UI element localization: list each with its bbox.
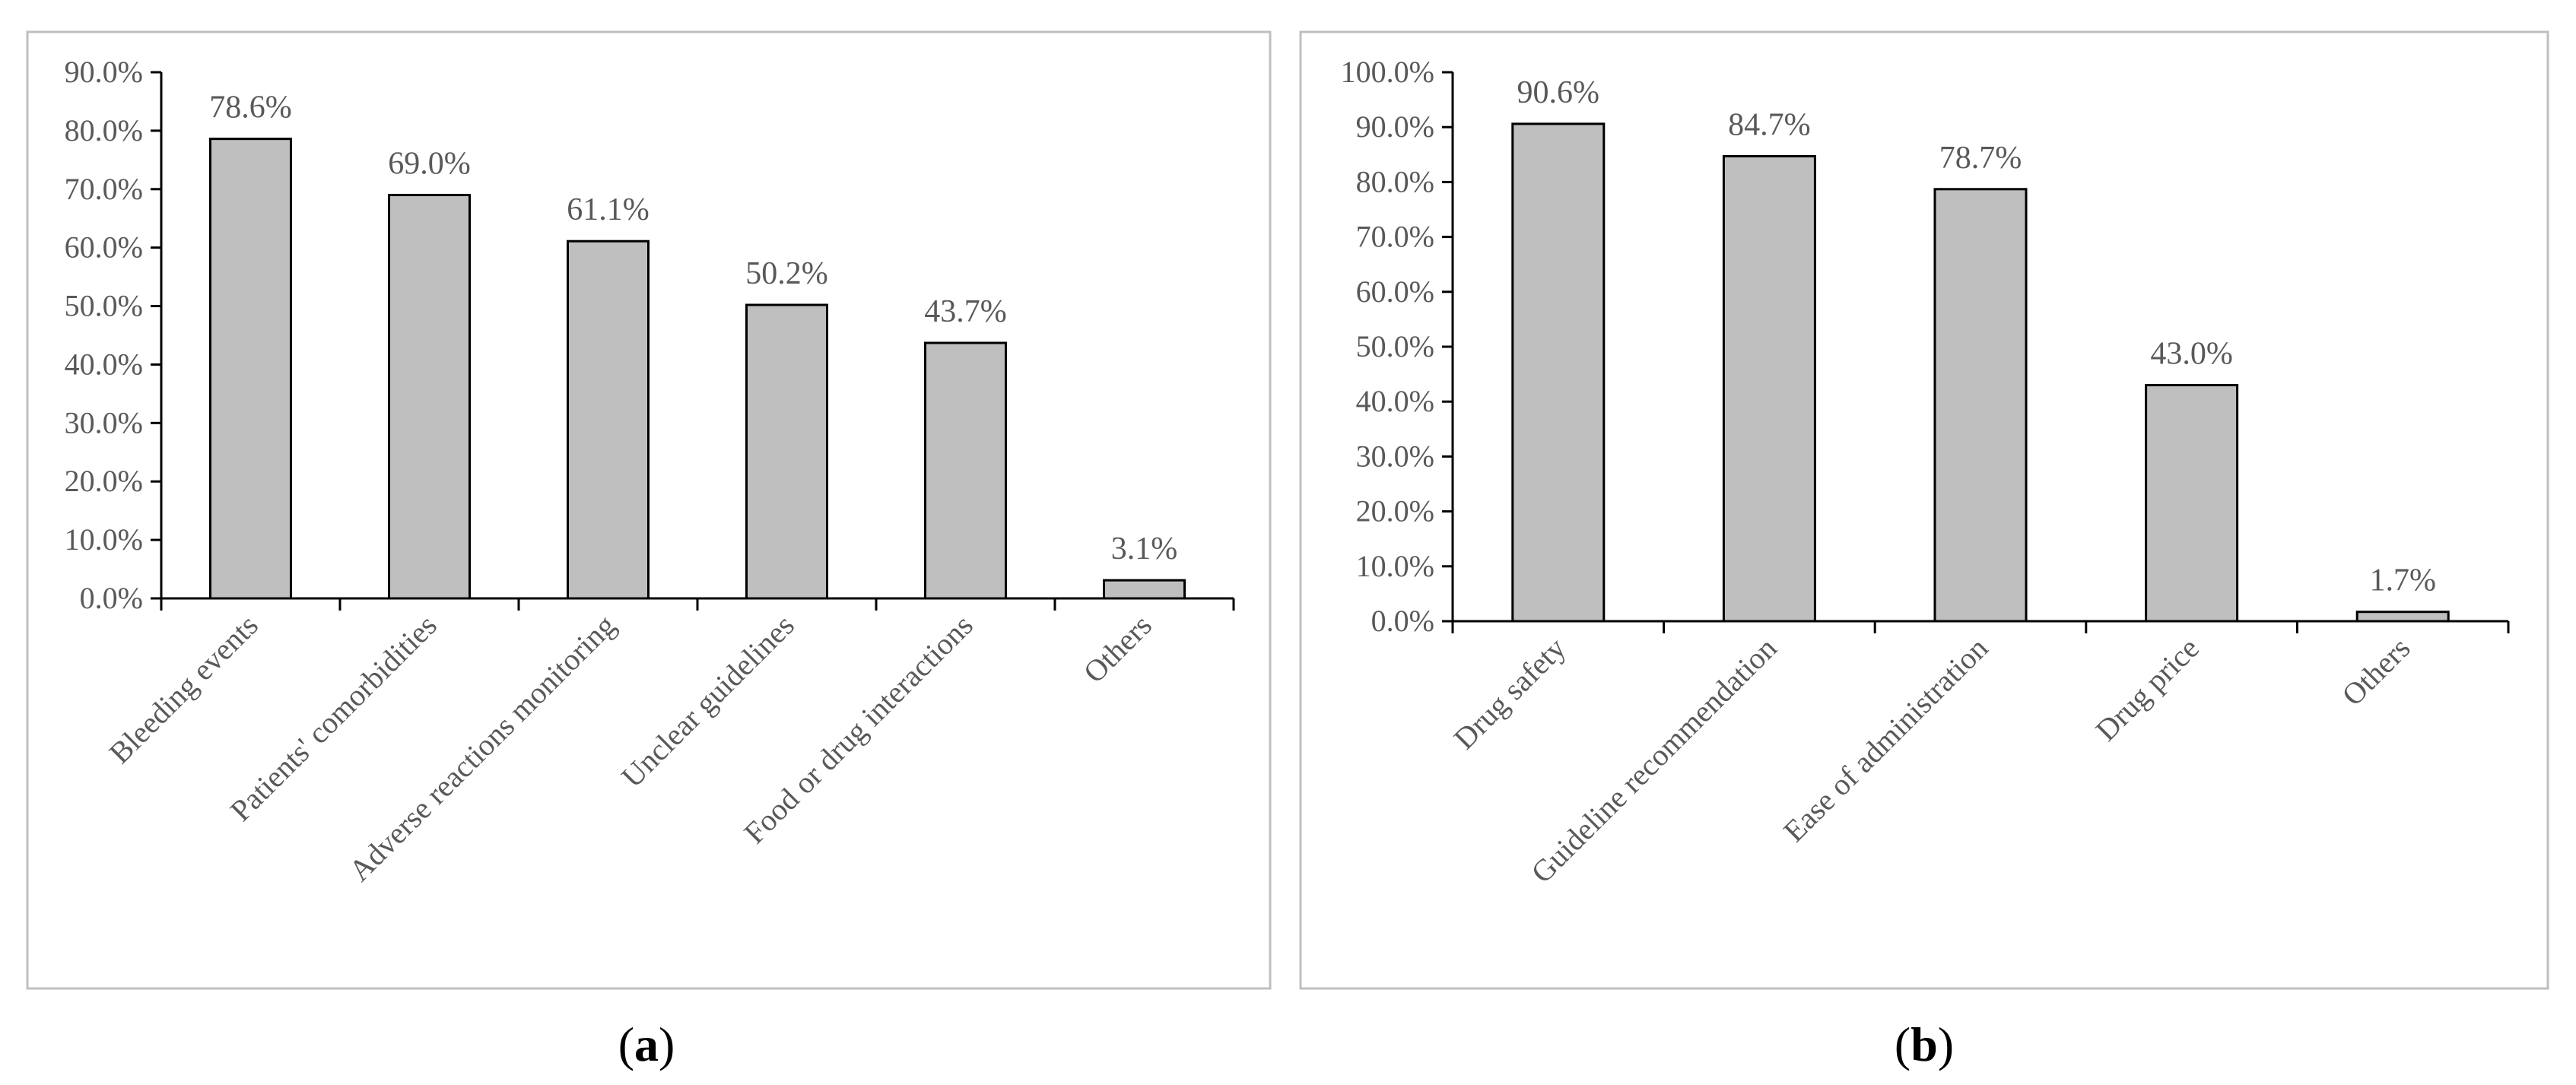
category-label-b: Drug price [2088,631,2206,748]
y-tick-label-b: 70.0% [1356,220,1434,254]
bar-b [2145,384,2239,623]
data-label-b: 90.6% [1517,75,1600,110]
panel-caption-letter-a: a [634,1017,659,1071]
bars-b [1511,122,2450,623]
y-tick-label-a: 90.0% [65,55,143,89]
bars-a [209,138,1186,600]
category-label-b: Drug safety [1447,631,1573,757]
y-tick-label-b: 60.0% [1356,274,1434,309]
panel-caption-b: (b) [1895,1017,1954,1071]
y-tick-label-b: 20.0% [1356,494,1434,528]
data-label-a: 50.2% [745,256,828,291]
data-label-b: 84.7% [1728,107,1811,142]
y-tick-label-b: 0.0% [1371,604,1434,638]
data-label-b: 1.7% [2369,563,2436,598]
y-tick-label-a: 20.0% [65,464,143,498]
y-tick-label-a: 80.0% [65,113,143,148]
y-tick-label-a: 0.0% [80,581,143,615]
y-tick-label-a: 60.0% [65,230,143,265]
chart-panel-b: 0.0% 10.0% 20.0% 30.0% 40.0% 50.0% 60.0% 70.0% 8… [1299,30,2549,990]
y-tick-label-a: 10.0% [65,522,143,557]
data-label-a: 69.0% [388,146,471,181]
bar-a [388,193,471,600]
bar-b [1722,154,1816,623]
bar-a [924,341,1007,600]
category-label-a: Others [1077,608,1158,690]
axes-b [1442,72,2510,633]
data-label-a: 43.7% [924,294,1007,329]
bar-b [2355,611,2450,623]
y-tick-label-a: 50.0% [65,289,143,323]
chart-frame-b [1299,30,2549,990]
data-labels-a: 78.6% 69.0% 61.1% 50.2% 43.7% 3.1% [209,90,1177,567]
y-tick-label-b: 80.0% [1356,164,1434,198]
y-tick-label-b: 100.0% [1341,55,1434,89]
panel-caption-letter-b: b [1911,1017,1938,1071]
bar-a [209,138,292,600]
chart-frame-a [26,30,1272,990]
y-tick-label-a: 30.0% [65,405,143,439]
y-tick-label-b: 40.0% [1356,384,1434,418]
data-label-b: 78.7% [1939,141,2022,176]
y-axis-ticks-b: 0.0% 10.0% 20.0% 30.0% 40.0% 50.0% 60.0% 70.0% 8… [1341,55,1453,638]
y-tick-label-b: 30.0% [1356,439,1434,473]
data-label-a: 61.1% [567,192,650,227]
chart-panel-a: 0.0% 10.0% 20.0% 30.0% 40.0% 50.0% 60.0% 70.0% 8… [26,30,1272,990]
category-label-b: Guideline recommendation [1524,631,1783,890]
panel-caption-a: (a) [618,1017,675,1071]
bar-a [567,240,650,600]
axes-a [151,72,1235,611]
category-label-b: Ease of administration [1777,631,1994,849]
data-label-a: 3.1% [1111,531,1178,566]
bar-b [1511,122,1606,623]
y-tick-label-a: 70.0% [65,172,143,206]
y-tick-label-b: 10.0% [1356,549,1434,583]
bar-b [1933,188,2028,623]
data-label-a: 78.6% [209,90,292,125]
category-label-b: Others [2335,631,2416,712]
y-tick-label-b: 50.0% [1356,329,1434,363]
data-labels-b: 90.6% 84.7% 78.7% 43.0% 1.7% [1517,75,2436,598]
bar-a [1103,579,1186,600]
data-label-b: 43.0% [2150,337,2233,372]
y-tick-label-b: 90.0% [1356,109,1434,144]
category-label-a: Unclear guidelines [615,608,801,795]
y-tick-label-a: 40.0% [65,347,143,381]
bar-a [745,303,828,600]
y-axis-ticks-a: 0.0% 10.0% 20.0% 30.0% 40.0% 50.0% 60.0% 70.0% 8… [65,55,161,615]
category-label-a: Bleeding events [103,608,265,770]
